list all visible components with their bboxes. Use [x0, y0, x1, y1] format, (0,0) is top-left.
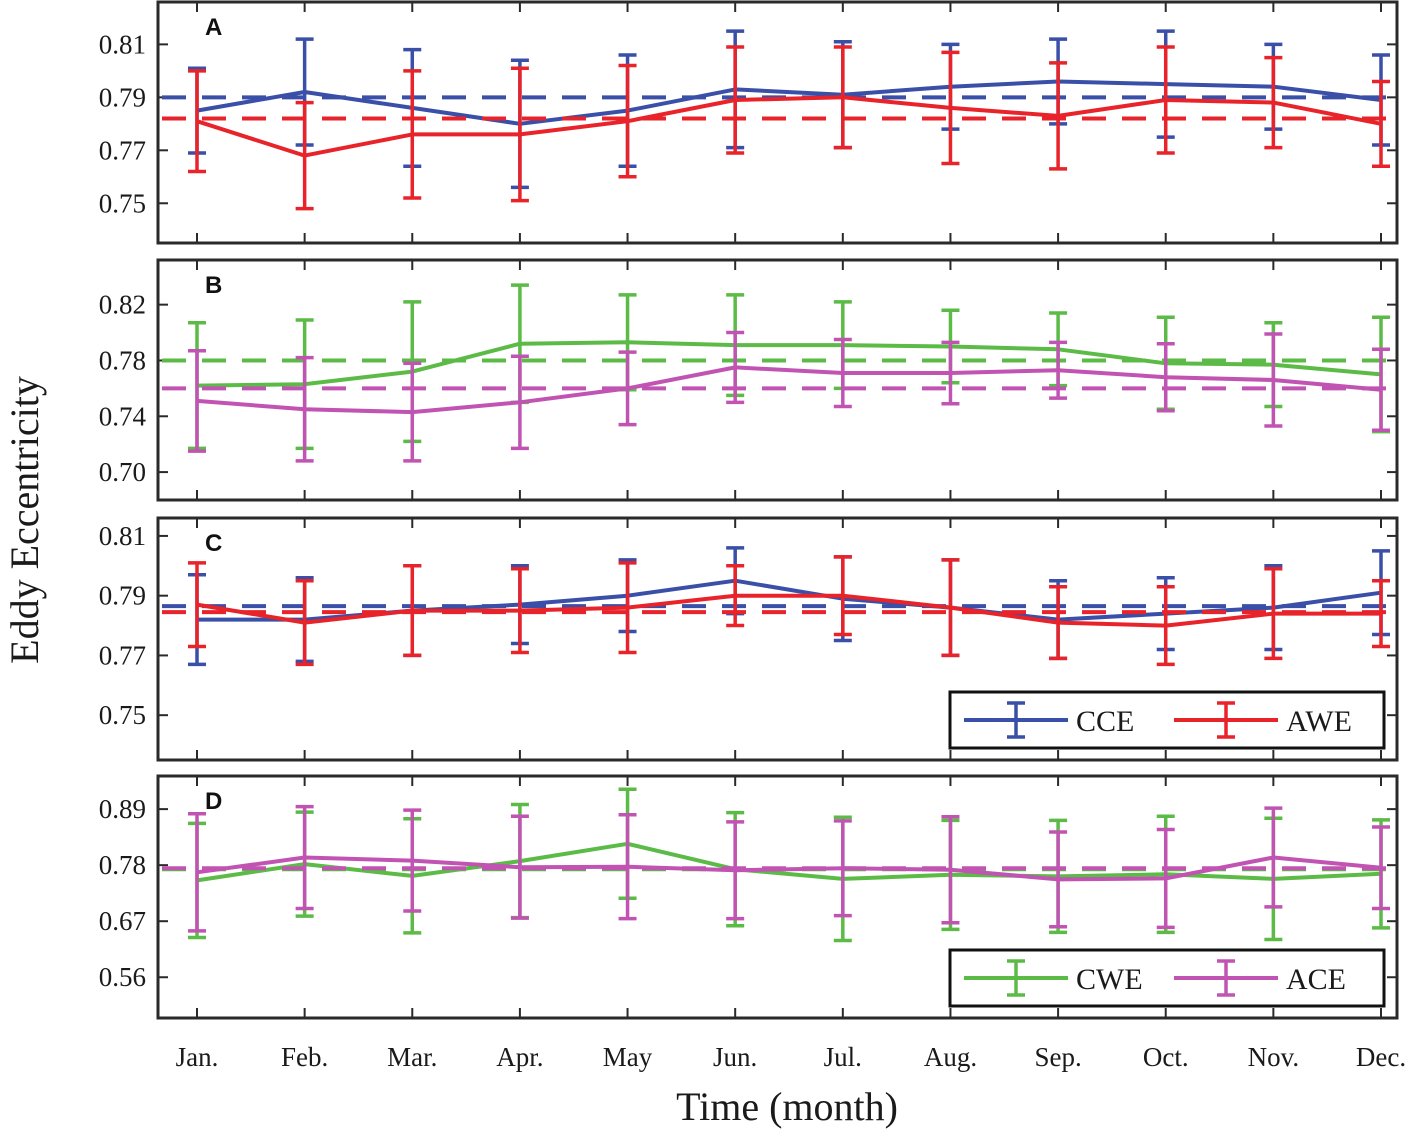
series-cwe: [162, 787, 1393, 943]
panels: 0.750.770.790.81A0.700.740.780.82B0.750.…: [99, 0, 1399, 1020]
series-line: [196, 79, 1382, 126]
y-tick-label: 0.78: [99, 345, 146, 375]
y-tick-label: 0.81: [99, 29, 146, 59]
series-ace: [162, 804, 1393, 933]
series-cce: [162, 546, 1393, 667]
series-line: [196, 841, 1382, 883]
x-tick-label: Apr.: [496, 1042, 543, 1072]
legend-label: AWE: [1286, 705, 1352, 738]
x-tick-label: Jul.: [824, 1042, 862, 1072]
y-tick-label: 0.56: [99, 962, 146, 992]
y-tick-label: 0.74: [99, 401, 147, 431]
y-tick-label: 0.79: [99, 82, 146, 112]
x-tick-label: Oct.: [1143, 1042, 1189, 1072]
legend-label: CWE: [1076, 963, 1143, 996]
panel-label: B: [205, 272, 222, 299]
x-tick-label: Jan.: [176, 1042, 219, 1072]
panel-frame: [156, 0, 1399, 245]
panel-frame: [156, 258, 1399, 502]
x-tick-label: Sep.: [1034, 1042, 1081, 1072]
series-awe: [162, 45, 1393, 211]
x-tick-labels: Jan. Feb. Mar. Apr. May Jun. Jul. Aug. Sep. Oct. N…: [176, 1042, 1406, 1072]
y-tick-label: 0.75: [99, 188, 146, 218]
panel-c: 0.75 0.77 0.79 0.81 C CCE AWE: [99, 516, 1399, 762]
series-line: [196, 593, 1381, 628]
series-awe: [162, 555, 1393, 667]
series-line: [196, 95, 1382, 158]
x-tick-label: Aug.: [924, 1042, 977, 1072]
panel-label: A: [205, 14, 222, 41]
y-tick-label: 0.78: [99, 850, 146, 880]
series-cwe: [162, 283, 1393, 451]
legend-item-cce: CCE: [964, 701, 1134, 739]
x-tick-label: May: [603, 1042, 653, 1072]
panel-frame: [156, 516, 1399, 762]
legend: CWE ACE: [948, 948, 1386, 1008]
y-tick-label: 0.89: [99, 794, 146, 824]
series-cce: [162, 29, 1393, 190]
y-axis-title: Eddy Eccentricity: [2, 376, 47, 664]
x-tick-label: Mar.: [387, 1042, 437, 1072]
y-tick-label: 0.77: [99, 640, 146, 670]
y-tick-label: 0.77: [99, 135, 146, 165]
legend-item-ace: ACE: [1174, 959, 1346, 997]
x-tick-label: Feb.: [281, 1042, 328, 1072]
series-line: [196, 855, 1382, 882]
series-line: [196, 365, 1382, 415]
panel-label: C: [205, 530, 222, 557]
y-tick-label: 0.79: [99, 581, 146, 611]
legend-item-awe: AWE: [1174, 701, 1352, 739]
legend-label: CCE: [1076, 705, 1134, 738]
panel-a: 0.75 0.77 0.79 0.81 A: [99, 0, 1399, 245]
panel-frame: [156, 774, 1399, 1020]
legend: CCE AWE: [948, 690, 1386, 750]
y-tick-label: 0.75: [99, 700, 146, 730]
panel-label: D: [205, 788, 222, 815]
x-tick-label: Nov.: [1248, 1042, 1300, 1072]
x-tick-label: Jun.: [713, 1042, 757, 1072]
x-tick-label: Dec.: [1356, 1042, 1406, 1072]
y-tick-label: 0.67: [99, 906, 146, 936]
panel-b: 0.70 0.74 0.78 0.82 B: [99, 258, 1399, 502]
legend-label: ACE: [1286, 963, 1346, 996]
series-ace: [162, 330, 1393, 463]
panel-d: 0.56 0.67 0.78 0.89 D CWE ACE: [99, 774, 1399, 1020]
y-tick-label: 0.82: [99, 290, 146, 320]
x-axis-title: Time (month): [676, 1084, 898, 1129]
y-tick-label: 0.81: [99, 521, 146, 551]
series-line: [196, 340, 1382, 388]
y-tick-label: 0.70: [99, 457, 146, 487]
legend-item-cwe: CWE: [964, 959, 1143, 997]
